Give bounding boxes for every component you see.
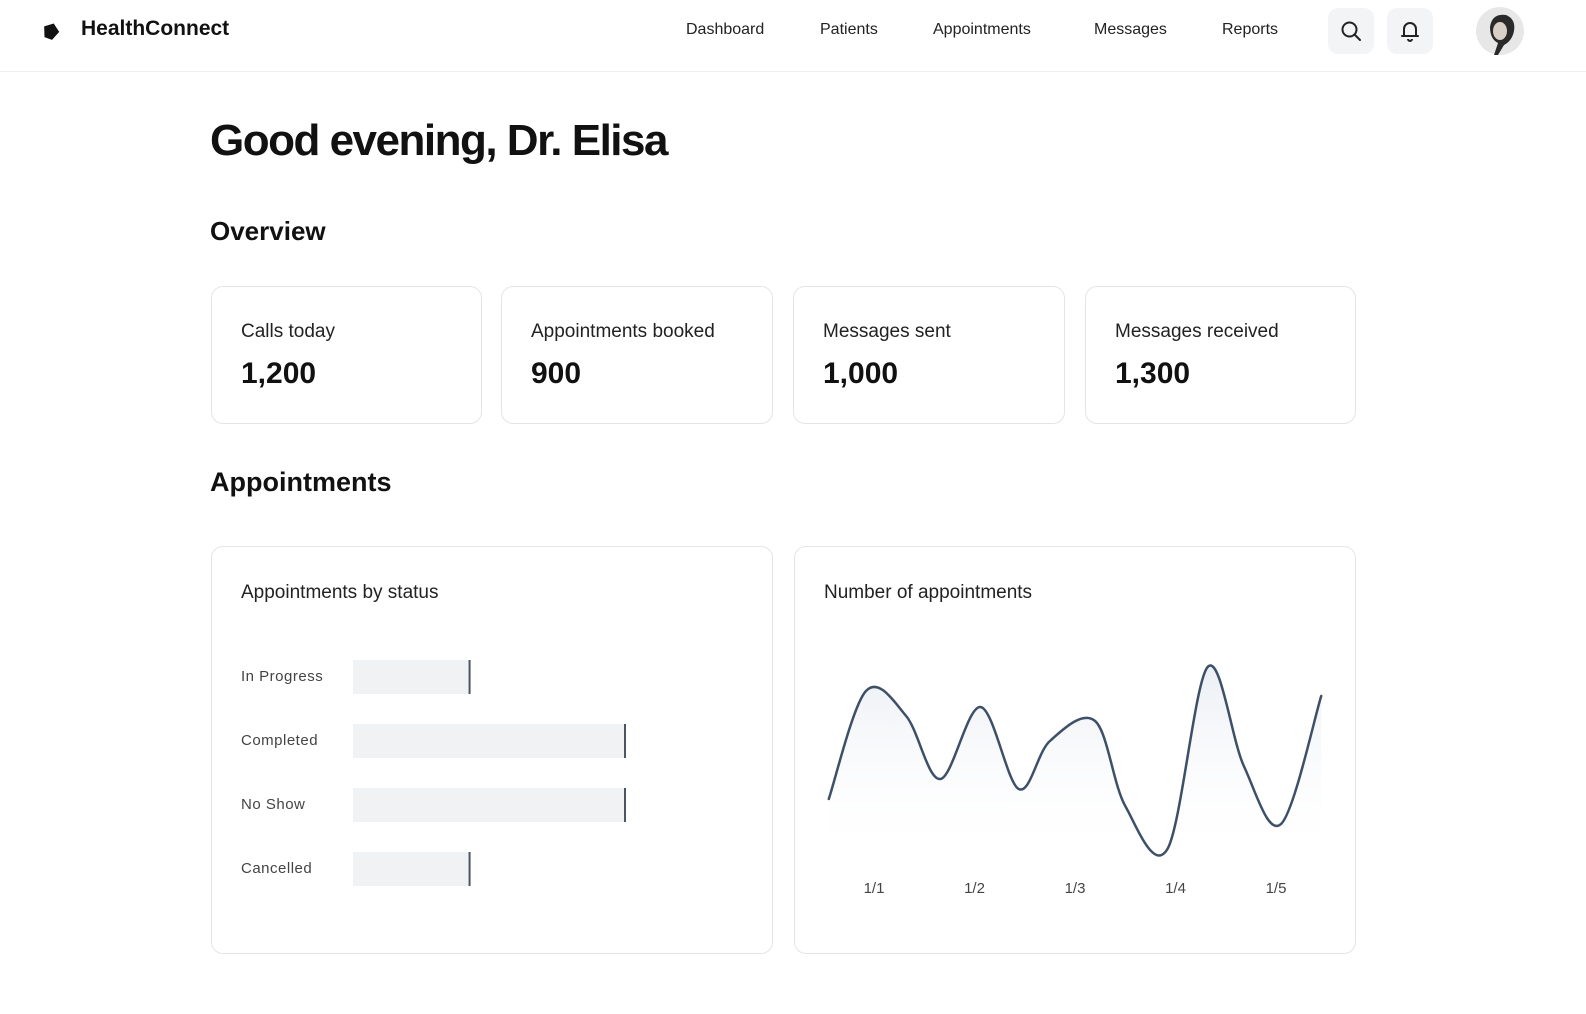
section-title: Appointments [210,467,392,497]
nav-link[interactable]: Messages [1094,21,1167,38]
bar [353,724,625,758]
line-chart: Number of appointments 1/1 1/2 1/3 1/4 1/5 [824,582,1323,897]
chart-card: Number of appointments 1/1 1/2 1/3 1/4 1/5 [794,546,1356,954]
line [827,664,1323,857]
x-tick-label: 1/3 [1065,880,1086,897]
bar-label: Cancelled [241,860,312,877]
stat-value: 900 [531,357,582,390]
stat-label: Messages sent [823,321,951,342]
bar-label: Completed [241,732,318,749]
x-tick-label: 1/1 [864,880,885,897]
x-tick-label: 1/5 [1266,880,1287,897]
top-bar: HealthConnect Dashboard Patients Appoint… [0,0,1586,72]
stat-card: Appointments booked 900 [501,286,773,424]
chart-card: Appointments by status In Progress Comple… [211,546,773,954]
bar-chart: Appointments by status In Progress Comple… [241,582,626,886]
bar-label: In Progress [241,668,323,685]
avatar[interactable] [1476,7,1524,55]
bar [353,788,625,822]
stat-label: Messages received [1115,321,1279,342]
nav-link[interactable]: Patients [820,21,878,38]
greeting: Good evening, Dr. Elisa [210,116,668,165]
stat-card: Messages received 1,300 [1085,286,1356,424]
stat-value: 1,000 [823,357,899,390]
brand: HealthConnect [81,17,230,40]
x-tick-label: 1/2 [964,880,985,897]
search-button[interactable] [1328,8,1374,54]
bar [353,852,470,886]
notifications-button[interactable] [1387,8,1433,54]
stat-card: Messages sent 1,000 [793,286,1065,424]
section-title: Overview [210,216,326,246]
nav-link[interactable]: Appointments [933,21,1031,38]
stat-card: Calls today 1,200 [211,286,482,424]
logo [44,23,60,40]
chart-title: Number of appointments [824,582,1032,603]
stat-value: 1,300 [1115,357,1191,390]
stat-value: 1,200 [241,357,317,390]
bar-label: No Show [241,796,305,813]
bar [353,660,470,694]
x-tick-label: 1/4 [1165,880,1186,897]
stat-label: Appointments booked [531,321,715,342]
nav-link[interactable]: Reports [1222,21,1279,38]
nav-link[interactable]: Dashboard [686,21,765,38]
stat-label: Calls today [241,321,335,342]
line-area [828,665,1322,867]
chart-title: Appointments by status [241,582,439,603]
